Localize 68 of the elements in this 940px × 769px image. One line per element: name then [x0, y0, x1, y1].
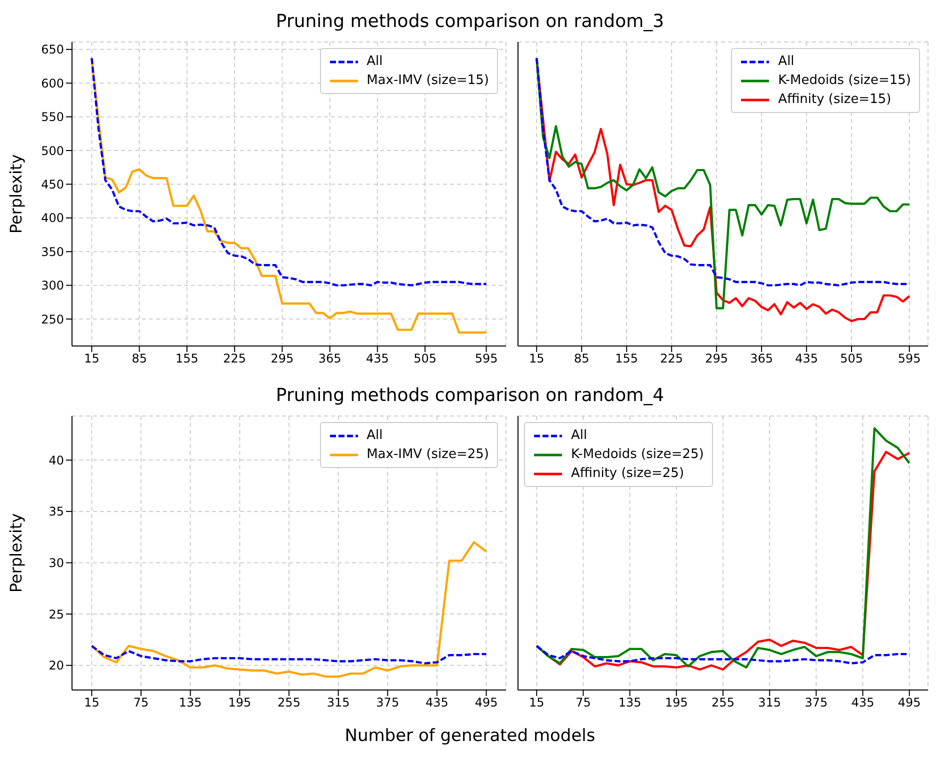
legend-label: K-Medoids (size=25)	[571, 446, 704, 464]
x-tick-label: 155	[176, 352, 198, 366]
y-tick-label: 350	[41, 244, 64, 259]
y-tick-label: 25	[48, 607, 64, 622]
y-tick-label: 550	[41, 110, 64, 124]
x-tick-label: 255	[278, 696, 300, 710]
y-tick-label: 400	[41, 211, 64, 226]
chart-title: Pruning methods comparison on random_4	[274, 384, 666, 408]
x-tick-label: 15	[528, 696, 544, 710]
x-tick-label: 435	[795, 352, 818, 366]
y-axis-title: Perplexity	[6, 154, 26, 234]
x-axis-title: Number of generated models	[344, 726, 596, 746]
x-tick-label: 505	[414, 352, 437, 366]
y-tick-label: 30	[48, 556, 64, 570]
y-tick-label: 450	[41, 177, 64, 192]
y-tick-label: 600	[41, 76, 64, 90]
x-tick-label: 435	[851, 696, 874, 710]
x-tick-label: 315	[758, 696, 782, 710]
y-tick-label: 650	[41, 42, 64, 57]
x-tick-label: 225	[660, 352, 684, 366]
legend-label: All	[366, 53, 383, 71]
x-tick-label: 595	[898, 352, 921, 366]
line-series	[90, 57, 488, 286]
y-tick-label: 300	[41, 278, 64, 293]
x-tick-label: 495	[898, 696, 921, 710]
y-tick-label: 500	[41, 144, 64, 158]
x-tick-label: 295	[270, 352, 294, 366]
x-tick-label: 495	[474, 696, 498, 710]
x-tick-label: 595	[474, 352, 498, 366]
x-tick-label: 15	[84, 696, 100, 710]
x-tick-label: 85	[574, 352, 590, 366]
x-tick-label: 195	[228, 696, 252, 710]
x-tick-label: 295	[705, 352, 728, 366]
x-tick-label: 435	[366, 352, 389, 366]
x-tick-label: 225	[223, 352, 246, 366]
chart-title: Pruning methods comparison on random_3	[274, 10, 666, 34]
x-tick-label: 75	[576, 696, 591, 710]
x-tick-label: 195	[664, 696, 688, 710]
x-tick-label: 365	[750, 352, 774, 366]
y-tick-label: 20	[48, 658, 64, 673]
legend-label: Max-IMV (size=25)	[366, 446, 489, 464]
x-tick-label: 375	[804, 696, 828, 710]
x-tick-label: 15	[84, 352, 100, 366]
x-tick-label: 255	[712, 696, 734, 710]
y-tick-label: 250	[41, 312, 64, 326]
x-tick-label: 505	[840, 352, 863, 366]
legend-label: K-Medoids (size=15)	[778, 72, 911, 90]
legend-label: Max-IMV (size=15)	[366, 72, 489, 90]
x-tick-label: 135	[178, 696, 202, 710]
legend-label: Affinity (size=25)	[571, 465, 684, 483]
x-tick-label: 375	[376, 696, 400, 710]
x-tick-label: 15	[528, 352, 544, 366]
x-tick-label: 75	[133, 696, 149, 710]
legend-label: All	[366, 427, 383, 445]
x-tick-label: 135	[618, 696, 642, 710]
x-tick-label: 435	[426, 696, 448, 710]
legend-label: Affinity (size=15)	[778, 91, 892, 109]
y-tick-label: 35	[48, 504, 64, 519]
x-tick-label: 365	[318, 352, 342, 366]
x-tick-label: 85	[132, 352, 147, 366]
x-tick-label: 315	[326, 696, 350, 710]
legend-label: All	[778, 53, 794, 71]
y-axis-title: Perplexity	[6, 513, 26, 593]
x-tick-label: 155	[615, 352, 638, 366]
y-tick-label: 40	[48, 453, 64, 468]
line-series	[90, 541, 488, 678]
line-series	[90, 644, 488, 664]
legend-label: All	[571, 427, 588, 445]
